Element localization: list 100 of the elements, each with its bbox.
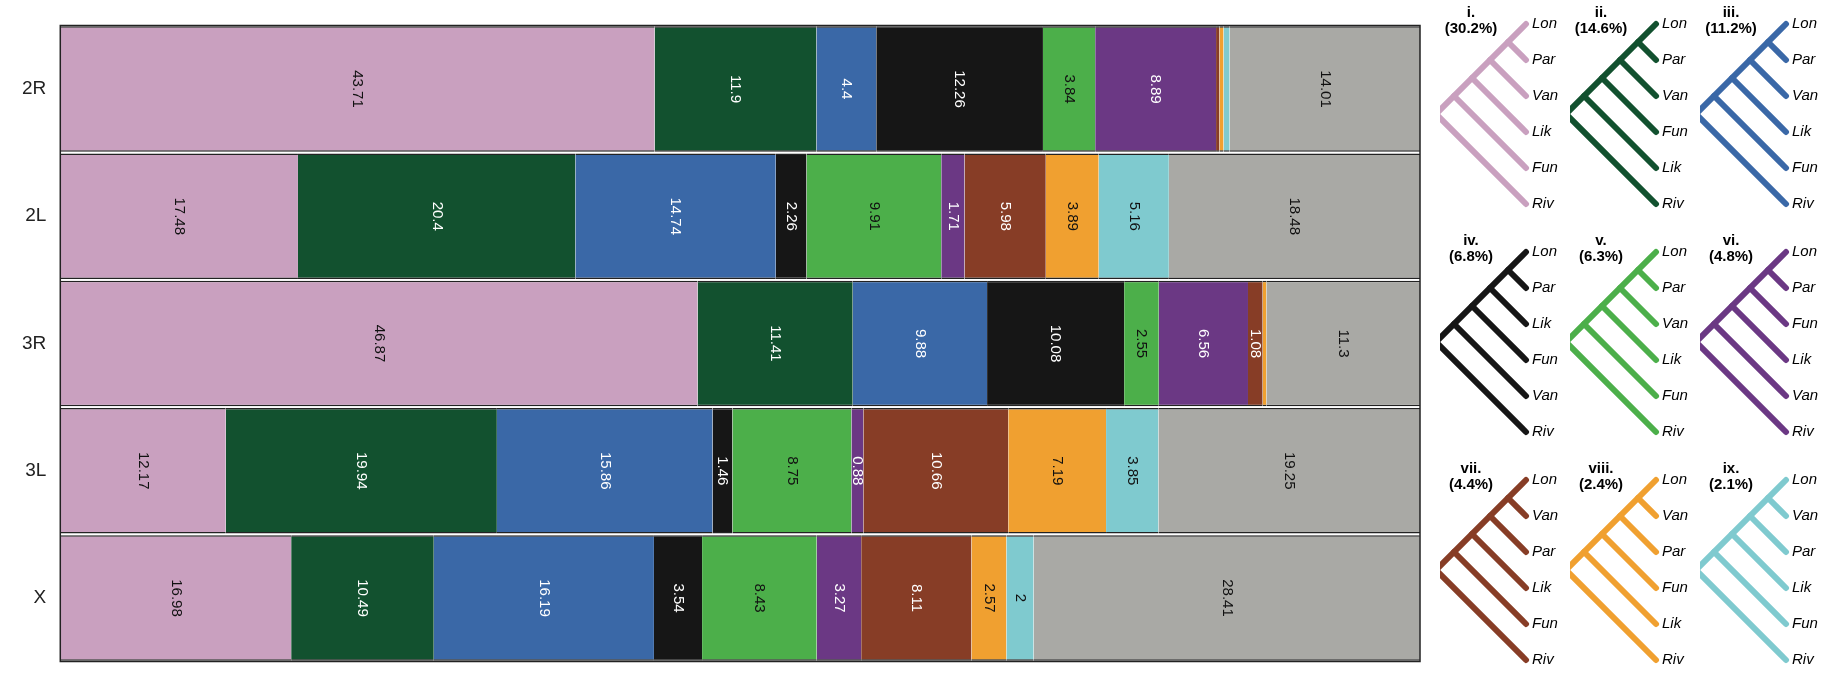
y-tick-label: 2R	[21, 77, 47, 99]
text: Riv	[1662, 422, 1684, 439]
text: iv. (6.8%)	[1447, 231, 1495, 264]
text: Par	[1792, 50, 1816, 67]
text: Van	[1662, 86, 1689, 103]
text: Van	[1792, 86, 1819, 103]
text: ix. (2.1%)	[1707, 459, 1755, 492]
data-label: 10.66	[928, 451, 946, 490]
text: Par	[1792, 278, 1816, 295]
data-label: 4.4	[839, 78, 857, 100]
text: Van	[1532, 86, 1559, 103]
data-label: 20.4	[429, 201, 447, 231]
text: Fun	[1792, 614, 1818, 631]
text: ii. (14.6%)	[1573, 3, 1629, 36]
data-label: 3.27	[831, 583, 849, 613]
text: Lon	[1662, 242, 1688, 259]
text: Par	[1532, 542, 1556, 559]
text: Lon	[1792, 242, 1818, 259]
text: Riv	[1792, 422, 1814, 439]
text: Lon	[1662, 14, 1688, 31]
data-label: 6.56	[1196, 328, 1214, 359]
data-label: 3.89	[1065, 201, 1083, 231]
data-label: 15.86	[597, 451, 615, 490]
text: Lik	[1792, 578, 1812, 595]
text: Par	[1662, 278, 1686, 295]
y-tick-label: X	[33, 586, 47, 608]
data-label: 16.19	[536, 579, 554, 617]
data-label: 17.48	[171, 197, 189, 236]
text: Fun	[1662, 578, 1688, 595]
text: viii. (2.4%)	[1577, 459, 1625, 492]
data-label: 9.88	[912, 328, 930, 359]
text: Riv	[1532, 650, 1554, 667]
text: Van	[1662, 506, 1689, 523]
data-label: 8.11	[909, 583, 927, 613]
data-label: 28.41	[1219, 579, 1237, 617]
text: Fun	[1532, 158, 1558, 175]
text: Van	[1532, 506, 1559, 523]
data-label: 8.75	[784, 456, 802, 486]
data-label: 8.89	[1148, 74, 1166, 104]
text: Fun	[1532, 614, 1558, 631]
data-label: 18.48	[1287, 197, 1305, 236]
data-label: 11.41	[768, 325, 786, 362]
data-label: 1.71	[945, 201, 963, 231]
text: Lon	[1792, 470, 1818, 487]
data-label: 8.43	[752, 583, 770, 613]
text: Par	[1532, 278, 1556, 295]
text: Lik	[1532, 314, 1552, 331]
text: Lon	[1792, 14, 1818, 31]
text: Riv	[1662, 650, 1684, 667]
text: iii. (11.2%)	[1704, 3, 1758, 36]
data-label: 1.08	[1248, 328, 1266, 359]
data-label: 19.94	[354, 451, 372, 490]
data-label: 5.16	[1126, 201, 1144, 231]
data-label: 10.49	[355, 579, 373, 617]
text: Par	[1792, 542, 1816, 559]
text: Lik	[1662, 614, 1682, 631]
data-label: 16.98	[168, 579, 186, 617]
text: Riv	[1532, 422, 1554, 439]
text: i. (30.2%)	[1443, 3, 1499, 36]
data-label: 19.25	[1282, 451, 1300, 490]
text: vi. (4.8%)	[1707, 231, 1755, 264]
text: Par	[1532, 50, 1556, 67]
text: Riv	[1792, 650, 1814, 667]
data-label: 0.88	[850, 456, 868, 486]
data-label: 43.71	[350, 70, 368, 108]
text: Riv	[1662, 194, 1684, 211]
data-label: 11.9	[728, 74, 746, 104]
data-label: 7.19	[1050, 456, 1068, 486]
data-label: 3.54	[670, 583, 688, 613]
text: Lon	[1532, 242, 1558, 259]
text: Lik	[1662, 158, 1682, 175]
y-tick-label: 3L	[25, 458, 47, 480]
text: Fun	[1532, 350, 1558, 367]
data-label: 9.91	[866, 201, 884, 231]
text: Fun	[1792, 314, 1818, 331]
data-label: 3.85	[1125, 456, 1143, 486]
data-label: 11.3	[1336, 329, 1354, 358]
data-label: 14.01	[1317, 70, 1335, 108]
text: Van	[1792, 386, 1819, 403]
text: Fun	[1792, 158, 1818, 175]
text: Riv	[1532, 194, 1554, 211]
text: v. (6.3%)	[1577, 231, 1625, 264]
text: Lik	[1792, 350, 1812, 367]
data-label: 10.08	[1048, 324, 1066, 363]
data-label: 46.87	[371, 324, 389, 363]
text: Par	[1662, 50, 1686, 67]
text: Fun	[1662, 386, 1688, 403]
text: Fun	[1662, 122, 1688, 139]
data-label: 12.26	[952, 70, 970, 108]
data-label: 2	[1012, 593, 1030, 603]
data-label: 14.74	[668, 197, 686, 236]
data-label: 2.26	[783, 201, 801, 231]
text: Riv	[1792, 194, 1814, 211]
text: Lik	[1532, 578, 1552, 595]
data-label: 3.84	[1061, 74, 1079, 104]
data-label: 1.46	[715, 456, 733, 486]
text: Lik	[1662, 350, 1682, 367]
data-label: 12.17	[135, 451, 153, 490]
text: vii. (4.4%)	[1447, 459, 1495, 492]
data-label: 2.57	[981, 583, 999, 613]
